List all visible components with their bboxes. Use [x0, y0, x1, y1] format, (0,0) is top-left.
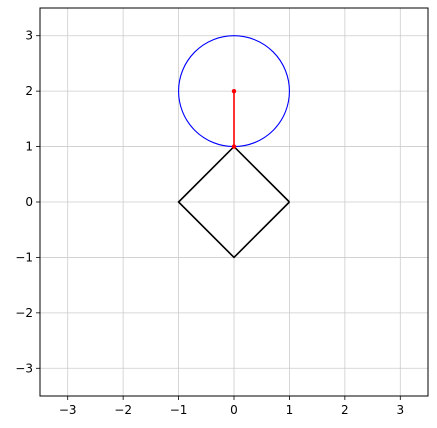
y-tick-label: 2: [25, 84, 33, 98]
plot-area: [177, 35, 290, 259]
x-tick-label: −2: [114, 403, 132, 417]
x-tick-label: −1: [170, 403, 188, 417]
y-tick-label: −1: [15, 250, 33, 264]
y-tick-label: −3: [15, 361, 33, 375]
y-tick-label: −2: [15, 306, 33, 320]
x-tick-label: 2: [341, 403, 349, 417]
diamond-series: [177, 145, 290, 259]
y-tick-label: 1: [25, 140, 33, 154]
x-tick-label: 0: [230, 403, 238, 417]
ticks: −3 −2 −1 0 1 2 3 −3 −2 −1 0 1 2 3: [15, 29, 404, 417]
x-tick-label: 3: [396, 403, 404, 417]
segment-point: [231, 144, 237, 149]
y-tick-label: 0: [25, 195, 33, 209]
x-tick-label: 1: [286, 403, 294, 417]
y-tick-label: 3: [25, 29, 33, 43]
x-tick-label: −3: [59, 403, 77, 417]
segment-point: [231, 88, 237, 94]
